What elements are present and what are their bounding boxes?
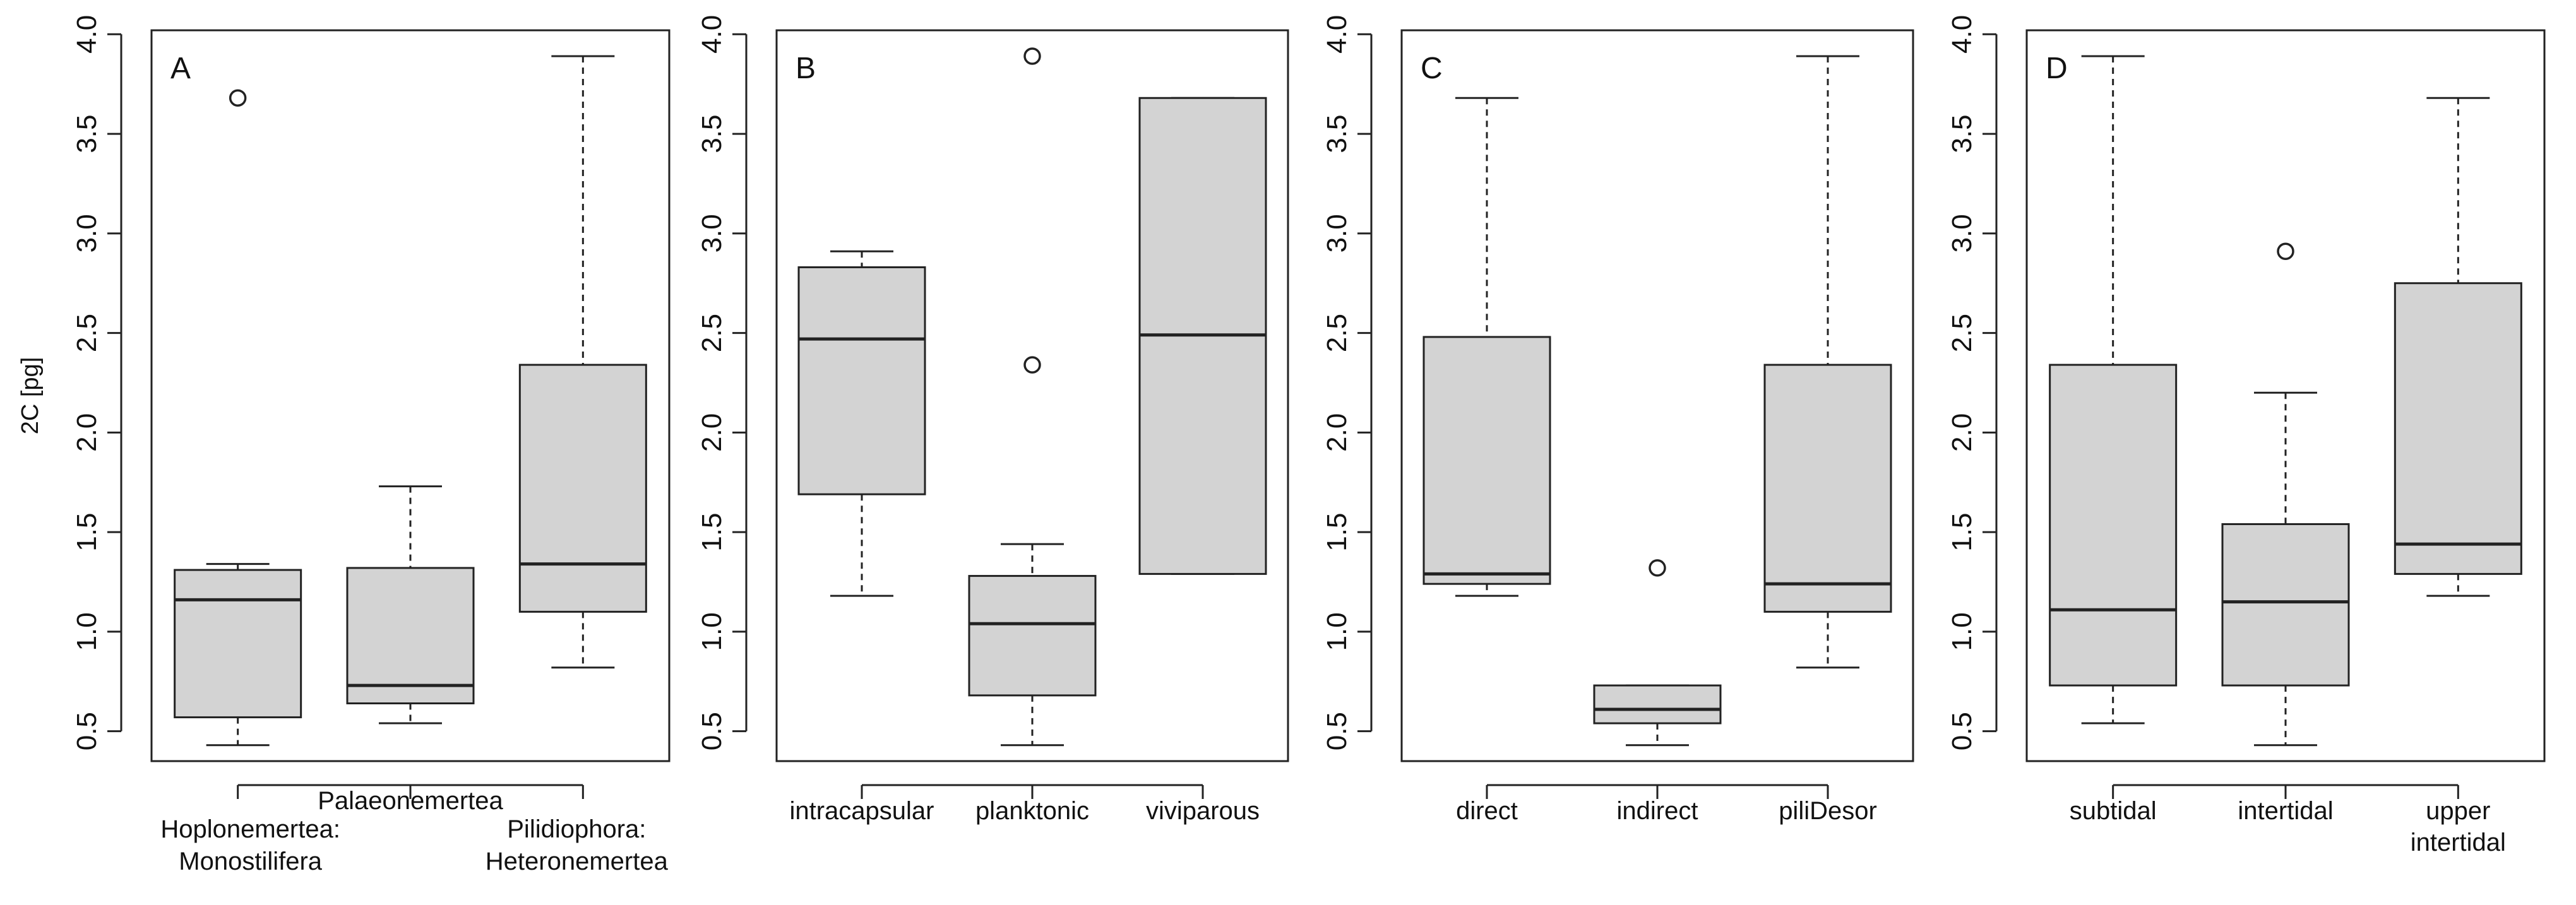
y-tick-label: 4.0 bbox=[71, 15, 102, 54]
box-2 bbox=[346, 485, 475, 725]
panel-label: A bbox=[170, 52, 191, 85]
iqr-box bbox=[346, 567, 475, 704]
box-2 bbox=[1593, 559, 1722, 747]
outlier-point bbox=[2277, 242, 2294, 260]
iqr-box bbox=[1763, 364, 1892, 613]
y-tick-label: 1.5 bbox=[71, 513, 102, 552]
y-tick-label: 3.5 bbox=[1947, 114, 1977, 153]
plot-frame bbox=[150, 29, 671, 762]
y-tick-label: 1.5 bbox=[1947, 513, 1977, 552]
y-tick-label: 0.5 bbox=[1947, 712, 1977, 750]
y-tick-label: 2.0 bbox=[1321, 413, 1352, 452]
y-tick-label: 1.0 bbox=[1321, 612, 1352, 651]
x-category-label: subtidal bbox=[2070, 797, 2157, 825]
y-axis-title: 2C [pg] bbox=[17, 357, 44, 435]
plot-frame bbox=[2025, 29, 2546, 762]
outlier-point bbox=[1649, 559, 1666, 577]
iqr-box bbox=[2049, 364, 2178, 687]
box-1 bbox=[2049, 55, 2178, 725]
outlier-point bbox=[1023, 356, 1041, 374]
x-category-label: viviparous bbox=[1146, 797, 1260, 825]
y-tick-label: 2.0 bbox=[1947, 413, 1977, 452]
iqr-box bbox=[1422, 336, 1551, 585]
box-3 bbox=[2394, 97, 2522, 597]
x-category-label: piliDesor bbox=[1779, 797, 1877, 825]
iqr-box bbox=[518, 364, 647, 613]
x-category-label: Pilidiophora: bbox=[507, 815, 646, 843]
box-1 bbox=[174, 89, 302, 747]
x-category-label: intertidal bbox=[2238, 797, 2333, 825]
iqr-box bbox=[174, 569, 302, 719]
y-tick-label: 0.5 bbox=[696, 712, 727, 750]
iqr-box bbox=[2394, 282, 2522, 575]
y-tick-label: 4.0 bbox=[1947, 15, 1977, 54]
iqr-box bbox=[797, 266, 926, 495]
x-category-label: Heteronemertea bbox=[486, 848, 669, 875]
y-tick-label: 3.5 bbox=[696, 114, 727, 153]
y-tick-label: 2.5 bbox=[71, 314, 102, 352]
x-category-label: upper bbox=[2426, 797, 2490, 825]
x-category-label: Palaeonemertea bbox=[318, 787, 503, 815]
y-tick-label: 1.5 bbox=[696, 513, 727, 552]
box-1 bbox=[1422, 97, 1551, 597]
panel-label: B bbox=[796, 52, 816, 85]
x-category-label: intertidal bbox=[2411, 829, 2506, 856]
y-tick-label: 4.0 bbox=[696, 15, 727, 54]
box-2 bbox=[968, 47, 1097, 747]
x-category-label: Monostilifera bbox=[179, 848, 323, 875]
y-tick-label: 2.5 bbox=[1321, 314, 1352, 352]
y-tick-label: 2.5 bbox=[1947, 314, 1977, 352]
y-tick-label: 0.5 bbox=[1321, 712, 1352, 750]
iqr-box bbox=[2221, 523, 2350, 687]
box-3 bbox=[1138, 97, 1267, 575]
panel-label: C bbox=[1421, 52, 1443, 85]
y-tick-label: 1.0 bbox=[71, 612, 102, 651]
outlier-point bbox=[1023, 47, 1041, 65]
outlier-point bbox=[229, 89, 247, 107]
x-category-label: Hoplonemertea: bbox=[160, 815, 340, 843]
plot-frame bbox=[775, 29, 1289, 762]
y-tick-label: 3.0 bbox=[1947, 214, 1977, 252]
y-tick-label: 0.5 bbox=[71, 712, 102, 750]
y-tick-label: 3.0 bbox=[1321, 214, 1352, 252]
box-1 bbox=[797, 250, 926, 597]
x-category-label: intracapsular bbox=[789, 797, 934, 825]
iqr-box bbox=[1593, 684, 1722, 725]
y-tick-label: 3.0 bbox=[696, 214, 727, 252]
panel-a: 0.5 1.0 1.5 2.0 2.5 3.0 3.5 4.0 2C [pg] A Hoplonem… bbox=[17, 15, 671, 875]
panel-label: D bbox=[2046, 52, 2068, 85]
y-tick-label: 2.0 bbox=[71, 413, 102, 452]
y-tick-label: 1.5 bbox=[1321, 513, 1352, 552]
x-category-label: planktonic bbox=[975, 797, 1089, 825]
y-tick-label: 3.5 bbox=[1321, 114, 1352, 153]
x-category-label: indirect bbox=[1617, 797, 1698, 825]
x-category-label: direct bbox=[1456, 797, 1518, 825]
y-tick-label: 1.0 bbox=[696, 612, 727, 651]
box-2 bbox=[2221, 242, 2350, 747]
y-tick-label: 3.0 bbox=[71, 214, 102, 252]
y-tick-label: 2.5 bbox=[696, 314, 727, 352]
y-tick-label: 4.0 bbox=[1321, 15, 1352, 54]
plot-frame bbox=[1400, 29, 1914, 762]
iqr-box bbox=[968, 575, 1097, 697]
y-tick-label: 3.5 bbox=[71, 114, 102, 153]
y-tick-label: 1.0 bbox=[1947, 612, 1977, 651]
box-3 bbox=[1763, 55, 1892, 669]
y-tick-label: 2.0 bbox=[696, 413, 727, 452]
box-3 bbox=[518, 55, 647, 669]
